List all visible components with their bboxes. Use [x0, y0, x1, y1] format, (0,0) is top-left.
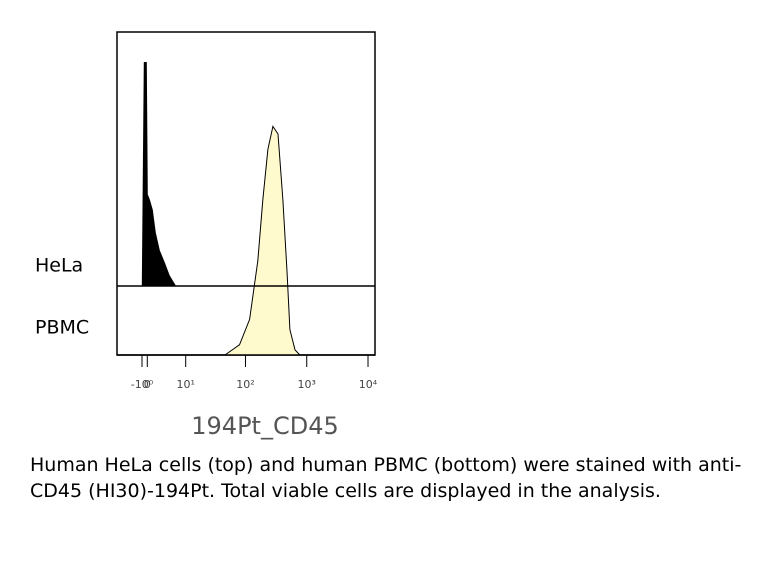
x-tick-label: 10³ — [298, 378, 316, 391]
plot-frame — [116, 31, 376, 356]
legend-label: PBMC — [35, 317, 89, 339]
histogram-area — [141, 62, 177, 287]
x-tick-label: 10² — [236, 378, 254, 391]
x-tick-label: 10¹ — [176, 378, 194, 391]
legend-label: HeLa — [35, 255, 83, 277]
x-tick-label: -10⁰ — [131, 378, 154, 391]
x-tick-label: 10⁴ — [359, 378, 378, 391]
histogram-area — [223, 125, 302, 356]
x-tick-label: 0 — [144, 378, 151, 391]
caption: Human HeLa cells (top) and human PBMC (b… — [30, 454, 742, 502]
x-axis-title: 194Pt_CD45 — [191, 412, 338, 440]
